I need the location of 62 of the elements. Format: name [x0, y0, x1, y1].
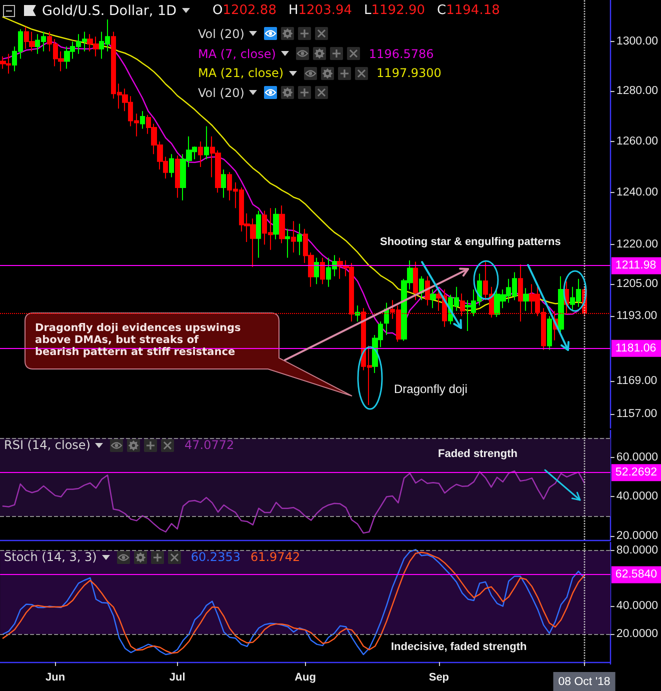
text: RSI (14, close): [4, 438, 90, 452]
text: Stoch (14, 3, 3): [4, 550, 97, 564]
candlestick: [198, 140, 203, 168]
x-tick-label: Aug: [294, 672, 316, 684]
x-tick-label: 08 Oct '18: [558, 676, 610, 688]
candlestick: [430, 288, 436, 309]
y-tick-label: 20.0000: [616, 628, 658, 640]
candlestick: [204, 126, 209, 160]
x-tick-label: Sep: [428, 672, 450, 684]
y-tick-label: 1193.00: [616, 310, 658, 322]
chart-subtitle: O1202.88 H1203.94 L1192.90 C1194.18: [212, 2, 500, 18]
candlestick: [320, 257, 325, 285]
annotation: 47.0772: [184, 438, 234, 452]
y-tick-label: 60.0000: [616, 451, 658, 464]
candlestick: [279, 205, 285, 244]
y-tick-label: 1240.00: [616, 186, 658, 199]
candlestick: [256, 210, 261, 258]
annotation: 61.9742: [250, 550, 300, 564]
annotation: 1197.9300: [376, 66, 442, 80]
annotation: Faded strength: [438, 448, 518, 460]
y-tick-label: 20.0000: [616, 530, 658, 542]
candlestick: [547, 316, 552, 350]
annotation: Dragonfly doji: [394, 382, 468, 396]
chart-title: Gold/U.S. Dollar, 1D: [42, 2, 176, 18]
x-tick-label: Jun: [46, 672, 66, 684]
annotation: 1196.5786: [368, 46, 434, 61]
ref-line-label: 1181.06: [615, 342, 656, 354]
y-tick-label: 1260.00: [616, 135, 658, 148]
text: MA (21, close): [198, 66, 284, 80]
y-tick-label: 1220.00: [616, 238, 658, 251]
ref-line-label: 1211.98: [615, 260, 656, 272]
y-tick-label: 1205.00: [616, 278, 658, 290]
line-series: [2, 470, 585, 534]
y-tick-label: 1300.00: [616, 36, 658, 48]
annotation: Vol (20): [198, 26, 244, 41]
candlestick: [413, 261, 418, 301]
y-tick-label: 1157.00: [616, 408, 658, 420]
annotation: Indecisive, faded strength: [391, 641, 527, 653]
candlestick: [273, 208, 279, 240]
y-tick-label: 1169.00: [616, 375, 658, 388]
candlestick: [297, 223, 302, 256]
ref-line-label: 52.2692: [615, 466, 658, 479]
y-tick-label: 40.0000: [616, 490, 658, 503]
y-tick-label: 1280.00: [616, 85, 658, 98]
annotation: Dragonfly doji evidences upswings above DMAs, but streaks of bearish pattern at stiff resistance: [35, 322, 241, 358]
candlestick: [221, 169, 226, 198]
annotation: 60.2353: [190, 550, 240, 564]
candlestick: [285, 228, 290, 258]
candlestick: [314, 257, 319, 285]
ref-line-label: 62.5840: [615, 568, 658, 581]
x-tick-label: Jul: [169, 672, 186, 684]
candlestick: [523, 288, 529, 312]
candlestick: [140, 110, 145, 130]
candlestick: [175, 154, 180, 198]
text: MA (7, close): [198, 46, 276, 61]
y-tick-label: 80.0000: [616, 544, 658, 556]
y-tick-label: 40.0000: [616, 600, 658, 612]
candlestick: [558, 276, 564, 333]
annotation: Vol (20): [198, 86, 244, 100]
annotation: Shooting star & engulfing patterns: [380, 236, 561, 248]
candlestick: [291, 220, 296, 253]
candlestick: [169, 154, 174, 178]
